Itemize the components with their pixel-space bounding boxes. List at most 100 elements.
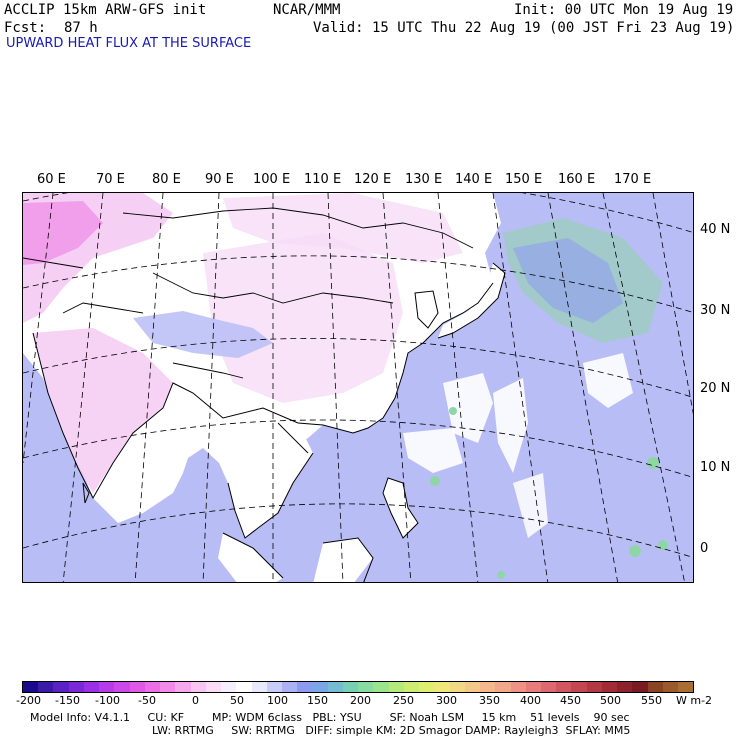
colorbar-swatch <box>144 682 161 692</box>
colorbar-swatch <box>617 682 633 692</box>
colorbar-label: 150 <box>307 694 328 707</box>
colorbar-label: -150 <box>55 694 80 707</box>
lon-label: 100 E <box>253 172 291 187</box>
lat-label: 0 <box>700 541 709 556</box>
flux-cell <box>449 407 457 415</box>
map-svg <box>23 193 693 582</box>
model-title: ACCLIP 15km ARW-GFS init <box>4 2 207 18</box>
colorbar-swatch <box>312 682 328 692</box>
colorbar-label: 450 <box>560 694 581 707</box>
flux-cell <box>647 457 659 469</box>
lon-label: 170 E <box>614 172 652 187</box>
model-info-line1: Model Info: V4.1.1 CU: KF MP: WDM 6class… <box>30 711 630 724</box>
flux-cell <box>658 540 668 550</box>
colorbar-swatch <box>388 682 404 692</box>
colorbar-label: 350 <box>479 694 500 707</box>
colorbar-label: 200 <box>350 694 371 707</box>
land-korea <box>415 291 438 328</box>
colorbar-swatch <box>205 682 222 692</box>
lon-label: 80 E <box>152 172 181 187</box>
neg-region-india <box>33 328 173 493</box>
lat-label: 10 N <box>700 460 731 475</box>
colorbar-swatch <box>99 682 115 692</box>
colorbar-swatch <box>221 682 237 692</box>
colorbar-swatch <box>419 682 435 692</box>
colorbar-swatch <box>556 682 572 692</box>
neg-region-china <box>203 233 403 403</box>
colorbar-label: 0 <box>192 694 199 707</box>
neg-region-mongolia <box>223 193 463 263</box>
forecast-label: Fcst: <box>4 20 47 36</box>
colorbar-swatch <box>190 682 206 692</box>
ocean-white-streak <box>403 428 463 473</box>
colorbar-swatch <box>53 682 69 692</box>
colorbar-swatch <box>586 682 602 692</box>
colorbar-swatch <box>480 682 496 692</box>
colorbar-swatch <box>342 682 359 692</box>
colorbar-label: -200 <box>16 694 41 707</box>
colorbar-label: -100 <box>95 694 120 707</box>
colorbar-label: 500 <box>600 694 621 707</box>
colorbar-swatch <box>297 682 313 692</box>
lon-label: 90 E <box>205 172 234 187</box>
colorbar-swatch <box>510 682 526 692</box>
colorbar-swatch <box>373 682 389 692</box>
colorbar-swatch <box>281 682 298 692</box>
ocean-white-streak <box>493 378 528 473</box>
colorbar-label: 250 <box>393 694 414 707</box>
lon-label: 150 E <box>505 172 543 187</box>
colorbar-label: 550 <box>641 694 662 707</box>
colorbar-swatch <box>160 682 176 692</box>
lon-label: 160 E <box>558 172 596 187</box>
neg-region-magenta <box>23 201 103 265</box>
model-info-line2: LW: RRTMG SW: RRTMG DIFF: simple KM: 2D … <box>152 724 631 737</box>
valid-time: Valid: 15 UTC Thu 22 Aug 19 (00 JST Fri … <box>313 20 735 36</box>
colorbar-label: 300 <box>436 694 457 707</box>
center-label: NCAR/MMM <box>273 2 341 18</box>
lon-label: 110 E <box>304 172 342 187</box>
colorbar-label: -50 <box>138 694 156 707</box>
colorbar-swatch <box>251 682 267 692</box>
colorbar-units: W m-2 <box>676 694 713 707</box>
colorbar <box>22 681 694 693</box>
colorbar-swatch <box>525 682 541 692</box>
init-time: Init: 00 UTC Mon 19 Aug 19 <box>514 2 734 18</box>
ocean-white-streak <box>583 353 633 408</box>
land-borneo <box>313 538 373 582</box>
colorbar-swatch <box>236 682 252 692</box>
colorbar-swatch <box>571 682 587 692</box>
lon-label: 130 E <box>405 172 443 187</box>
flux-cell <box>497 571 505 579</box>
tibet-patch <box>133 311 273 358</box>
colorbar-swatch <box>495 682 511 692</box>
land-sumatra <box>218 533 283 582</box>
lat-label: 20 N <box>700 381 731 396</box>
colorbar-swatch <box>38 682 54 692</box>
colorbar-label: 50 <box>230 694 244 707</box>
colorbar-label: 400 <box>520 694 541 707</box>
flux-cell <box>629 545 641 557</box>
colorbar-swatch <box>175 682 191 692</box>
colorbar-label: 100 <box>267 694 288 707</box>
colorbar-swatch <box>449 682 465 692</box>
colorbar-swatch <box>266 682 282 692</box>
colorbar-swatch <box>662 682 679 692</box>
colorbar-swatch <box>129 682 145 692</box>
flux-cell <box>430 476 440 486</box>
lat-label: 40 N <box>700 222 731 237</box>
colorbar-swatch <box>678 682 694 692</box>
pos-region-kuroshio-core <box>513 238 623 323</box>
forecast-hours: 87 h <box>64 20 98 36</box>
land-indochina <box>223 408 313 538</box>
colorbar-swatch <box>83 682 100 692</box>
colorbar-swatch <box>68 682 84 692</box>
land-japan <box>438 263 505 338</box>
lat-label: 30 N <box>700 303 731 318</box>
colorbar-swatch <box>23 682 39 692</box>
colorbar-swatch <box>647 682 663 692</box>
colorbar-swatch <box>403 682 420 692</box>
ocean-white-streak <box>443 373 493 443</box>
colorbar-swatch <box>434 682 450 692</box>
country-borders <box>23 207 474 454</box>
graticule <box>23 193 693 582</box>
